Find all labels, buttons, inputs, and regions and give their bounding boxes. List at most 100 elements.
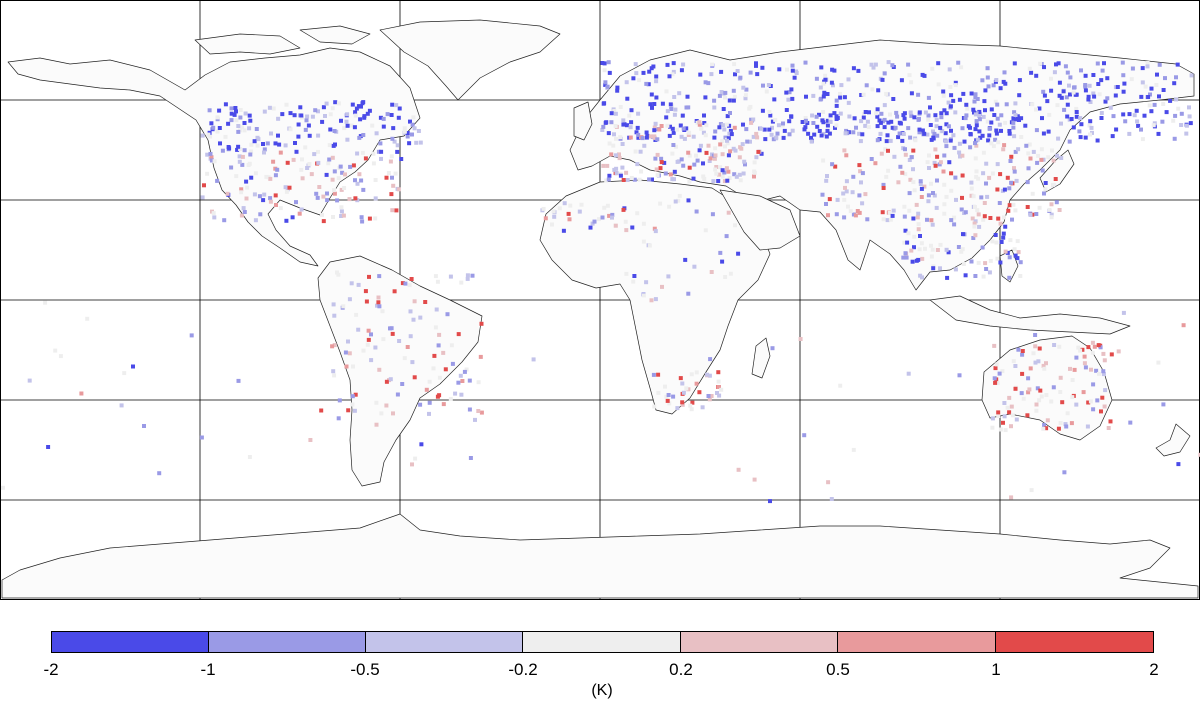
- station-marker: [1145, 64, 1150, 69]
- station-marker: [601, 163, 606, 168]
- station-marker: [871, 65, 876, 70]
- station-marker: [1061, 89, 1066, 94]
- station-marker: [473, 417, 477, 422]
- station-marker: [1020, 349, 1025, 353]
- station-marker: [1081, 390, 1086, 395]
- station-marker: [717, 385, 721, 389]
- station-marker: [687, 153, 692, 158]
- station-marker: [1044, 361, 1048, 366]
- station-marker: [623, 219, 628, 224]
- station-marker: [846, 100, 851, 105]
- station-marker: [1065, 70, 1070, 75]
- station-marker: [606, 131, 611, 136]
- station-marker: [373, 216, 378, 221]
- station-marker: [831, 83, 835, 88]
- station-marker: [981, 274, 986, 279]
- station-marker: [1050, 148, 1054, 153]
- station-marker: [989, 141, 994, 146]
- station-marker: [946, 100, 951, 105]
- station-marker: [818, 85, 823, 90]
- station-marker: [994, 128, 999, 133]
- station-marker: [1057, 93, 1062, 98]
- station-marker: [215, 178, 220, 183]
- station-marker: [887, 210, 892, 215]
- station-marker: [988, 216, 993, 220]
- station-marker: [1054, 200, 1059, 205]
- station-marker: [821, 158, 826, 163]
- station-marker: [754, 131, 759, 136]
- station-marker: [652, 226, 657, 231]
- station-marker: [262, 150, 266, 155]
- station-marker: [952, 222, 957, 227]
- station-marker: [834, 114, 839, 119]
- station-marker: [1000, 369, 1005, 374]
- station-marker: [726, 136, 731, 141]
- station-marker: [1097, 92, 1102, 97]
- station-marker: [131, 364, 135, 369]
- station-marker: [236, 378, 241, 383]
- station-marker: [1064, 424, 1069, 429]
- station-marker: [652, 135, 657, 140]
- station-marker: [369, 332, 373, 337]
- station-marker: [781, 135, 786, 140]
- station-marker: [379, 411, 384, 416]
- station-marker: [851, 174, 856, 179]
- station-marker: [941, 89, 946, 94]
- station-marker: [391, 411, 395, 416]
- station-marker: [722, 170, 727, 175]
- station-marker: [994, 362, 999, 367]
- station-marker: [717, 393, 722, 398]
- station-marker: [240, 154, 245, 159]
- station-marker: [352, 125, 357, 130]
- station-marker: [916, 227, 921, 232]
- station-marker: [418, 140, 423, 145]
- station-marker: [820, 192, 825, 197]
- station-marker: [980, 133, 985, 138]
- station-marker: [663, 384, 667, 389]
- station-marker: [330, 344, 335, 349]
- station-marker: [356, 282, 361, 287]
- station-marker: [731, 88, 736, 93]
- station-marker: [748, 139, 752, 144]
- station-marker: [756, 149, 761, 154]
- station-marker: [909, 80, 914, 85]
- station-marker: [1089, 125, 1094, 130]
- station-marker: [906, 126, 911, 131]
- station-marker: [684, 386, 689, 391]
- station-marker: [834, 212, 839, 217]
- station-marker: [1059, 95, 1064, 100]
- station-marker: [312, 152, 317, 157]
- station-marker: [702, 121, 707, 125]
- station-marker: [718, 122, 723, 127]
- station-marker: [1060, 400, 1065, 405]
- station-marker: [785, 67, 789, 72]
- station-marker: [865, 217, 870, 222]
- station-marker: [959, 207, 964, 212]
- station-marker: [1129, 77, 1134, 82]
- station-marker: [621, 118, 626, 123]
- station-marker: [718, 165, 723, 170]
- station-marker: [775, 131, 780, 136]
- station-marker: [826, 480, 831, 485]
- station-marker: [357, 172, 362, 177]
- station-marker: [1065, 411, 1070, 416]
- station-marker: [366, 328, 371, 333]
- station-marker: [352, 408, 357, 413]
- station-marker: [347, 297, 352, 302]
- station-marker: [913, 138, 918, 143]
- station-marker: [579, 202, 584, 207]
- station-marker: [625, 123, 629, 128]
- station-marker: [347, 197, 352, 202]
- station-marker: [949, 171, 954, 176]
- station-marker: [659, 160, 664, 165]
- station-marker: [325, 191, 329, 196]
- station-marker: [314, 191, 319, 196]
- station-marker: [920, 128, 925, 133]
- station-marker: [402, 356, 407, 361]
- station-marker: [1039, 147, 1044, 152]
- station-marker: [997, 371, 1002, 376]
- station-marker: [248, 118, 253, 123]
- madagascar-outline: [751, 337, 771, 379]
- station-marker: [635, 125, 640, 130]
- station-marker: [402, 129, 407, 134]
